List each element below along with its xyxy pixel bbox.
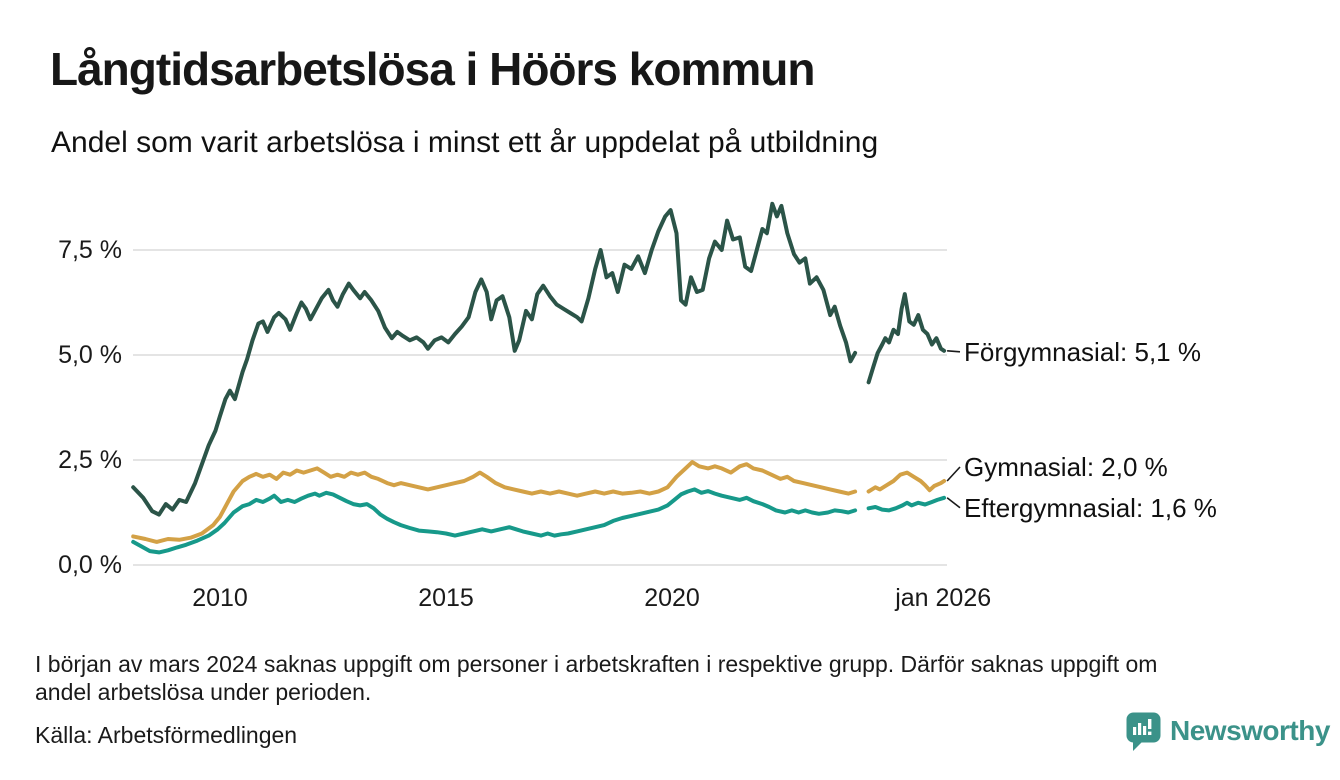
- chart-subtitle: Andel som varit arbetslösa i minst ett å…: [51, 126, 879, 159]
- x-tick-label: 2015: [418, 584, 474, 612]
- y-tick-label: 0,0 %: [58, 551, 122, 579]
- newsworthy-icon: [1126, 712, 1161, 751]
- x-tick-label: 2020: [644, 584, 700, 612]
- x-tick-label: jan 2026: [895, 584, 992, 612]
- series-label-eftergymnasial: Eftergymnasial: 1,6 %: [964, 492, 1217, 523]
- newsworthy-logo: Newsworthy: [1126, 712, 1330, 752]
- footnote-line-1: I början av mars 2024 saknas uppgift om …: [35, 651, 1158, 677]
- series-line-gymnasial: [131, 460, 947, 544]
- x-tick-label: 2010: [192, 584, 248, 612]
- footnote-line-2: andel arbetslösa under perioden.: [35, 679, 372, 705]
- chart-title: Långtidsarbetslösa i Höörs kommun: [50, 43, 815, 95]
- source-text: Källa: Arbetsförmedlingen: [35, 722, 298, 748]
- y-tick-label: 5,0 %: [58, 341, 122, 369]
- label-connector-eftergymnasial: [946, 497, 961, 509]
- label-connector-gymnasial: [946, 466, 961, 482]
- series-label-gymnasial: Gymnasial: 2,0 %: [964, 452, 1168, 482]
- y-tick-label: 2,5 %: [58, 446, 122, 474]
- series-label-forgymnasial: Förgymnasial: 5,1 %: [964, 336, 1201, 367]
- newsworthy-wordmark: Newsworthy: [1170, 715, 1330, 746]
- series-line-eftergymnasial: [131, 487, 947, 555]
- y-tick-label: 7,5 %: [58, 236, 122, 264]
- series-line-forgymnasial: [131, 201, 947, 517]
- label-connector-forgymnasial: [947, 350, 961, 353]
